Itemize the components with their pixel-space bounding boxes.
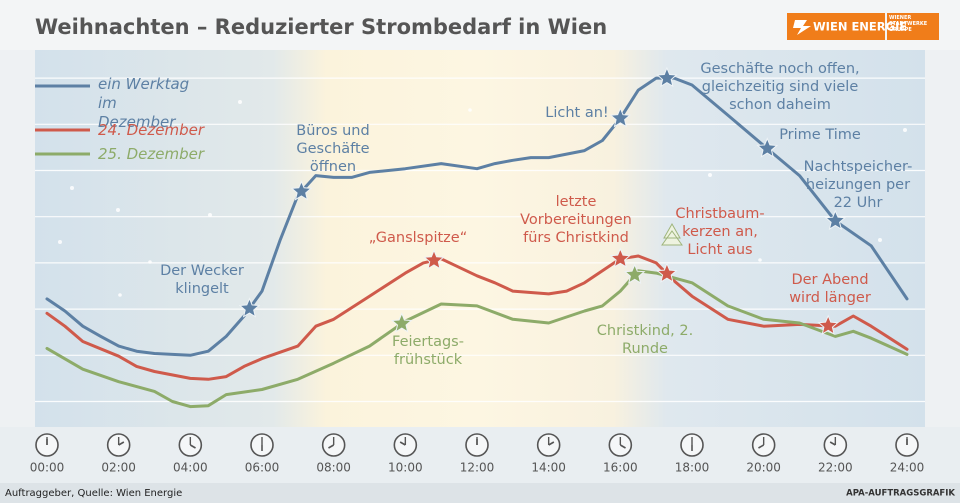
- x-tick-label: 04:00: [173, 461, 208, 475]
- annotation-label: Der Abend wird länger: [789, 272, 871, 306]
- x-tick-clock: [106, 433, 131, 457]
- annotation-star: [656, 262, 678, 283]
- x-tick-label: 12:00: [460, 461, 495, 475]
- x-tick-clock: [536, 433, 561, 457]
- credit: APA-AUFTRAGSGRAFIK: [846, 489, 955, 499]
- annotation-label: Nachtspeicher-heizungen per 22 Uhr: [803, 159, 913, 211]
- series-line: [45, 76, 909, 357]
- annotation-label: Geschäfte noch offen, gleichzeitig sind …: [700, 61, 860, 113]
- plot-bg: [35, 50, 925, 427]
- clock-hour-hand: [399, 441, 406, 446]
- x-tick-clock: [751, 433, 776, 457]
- clock-hour-hand: [758, 444, 765, 449]
- x-tick-label: 24:00: [890, 461, 925, 475]
- x-tick-label: 22:00: [818, 461, 853, 475]
- annotation-star: [656, 66, 678, 88]
- annotation-star: [390, 312, 413, 333]
- x-tick-clock: [178, 433, 203, 457]
- clock-hour-hand: [328, 444, 335, 449]
- x-tick-label: 00:00: [30, 461, 65, 475]
- snow: [58, 100, 907, 297]
- annotation-star: [817, 314, 839, 335]
- logo-icon: [793, 20, 811, 35]
- annotation-label: letzte Vorbereitungen fürs Christkind: [520, 194, 632, 246]
- logo-sub-box: [887, 13, 939, 40]
- annotation-label: Christkind, 2. Runde: [596, 323, 694, 357]
- annotation-label: Büros und Geschäfte öffnen: [296, 123, 370, 175]
- annotation-label: Licht an!: [545, 105, 609, 121]
- logo-text: WIEN ENERGIE: [813, 20, 907, 34]
- annotation-star: [423, 249, 445, 270]
- footer-bg: [0, 483, 960, 503]
- x-tick-label: 20:00: [746, 461, 781, 475]
- x-tick-clock: [393, 433, 418, 457]
- x-tick-label: 18:00: [675, 461, 710, 475]
- clock-hour-hand: [829, 441, 836, 446]
- x-tick-label: 06:00: [245, 461, 280, 475]
- series-line: [45, 269, 909, 409]
- annotation-label: Feiertags-frühstück: [392, 334, 464, 368]
- annotation-star: [290, 180, 313, 201]
- legend-label: 24. Dezember: [98, 121, 205, 139]
- x-tick-label: 14:00: [531, 461, 566, 475]
- annotation-star: [623, 263, 646, 284]
- annotation-star: [756, 137, 779, 158]
- annotation-star: [824, 209, 847, 231]
- x-tick-label: 10:00: [388, 461, 423, 475]
- clock-hour-hand: [118, 441, 125, 446]
- x-tick-clock: [465, 433, 489, 457]
- x-tick-label: 02:00: [101, 461, 136, 475]
- annotation-label: Christbaum-kerzen an, Licht aus: [675, 206, 765, 258]
- legend-label: ein Werktag im Dezember: [98, 75, 190, 131]
- x-tick-clock: [680, 433, 704, 457]
- x-tick-clock: [250, 433, 274, 457]
- legend-label: 25. Dezember: [98, 145, 205, 163]
- x-tick-clock: [608, 433, 633, 457]
- annotation-label: Der Wecker klingelt: [160, 263, 244, 297]
- annotation-label: Prime Time: [779, 127, 861, 143]
- clock-hour-hand: [189, 444, 196, 449]
- annotation-star: [238, 297, 261, 318]
- x-tick-clock: [823, 433, 848, 457]
- annotation-star: [609, 106, 632, 128]
- tree-icon: [661, 222, 683, 246]
- source: Auftraggeber, Quelle: Wien Energie: [5, 488, 182, 499]
- chart-title: Weihnachten – Reduzierter Strombedarf in…: [35, 15, 607, 39]
- x-tick-clock: [35, 433, 59, 457]
- x-tick-label: 08:00: [316, 461, 351, 475]
- annotation-label: „Ganslspitze“: [368, 230, 468, 246]
- clock-hour-hand: [619, 444, 626, 449]
- series-line: [45, 254, 909, 381]
- x-tick-clock: [321, 433, 346, 457]
- clock-hour-hand: [548, 441, 555, 446]
- logo-sub: WIENER STADTWERKE GRUPPE: [889, 15, 928, 33]
- x-tick-clock: [895, 433, 919, 457]
- x-tick-label: 16:00: [603, 461, 638, 475]
- annotation-star: [609, 247, 632, 268]
